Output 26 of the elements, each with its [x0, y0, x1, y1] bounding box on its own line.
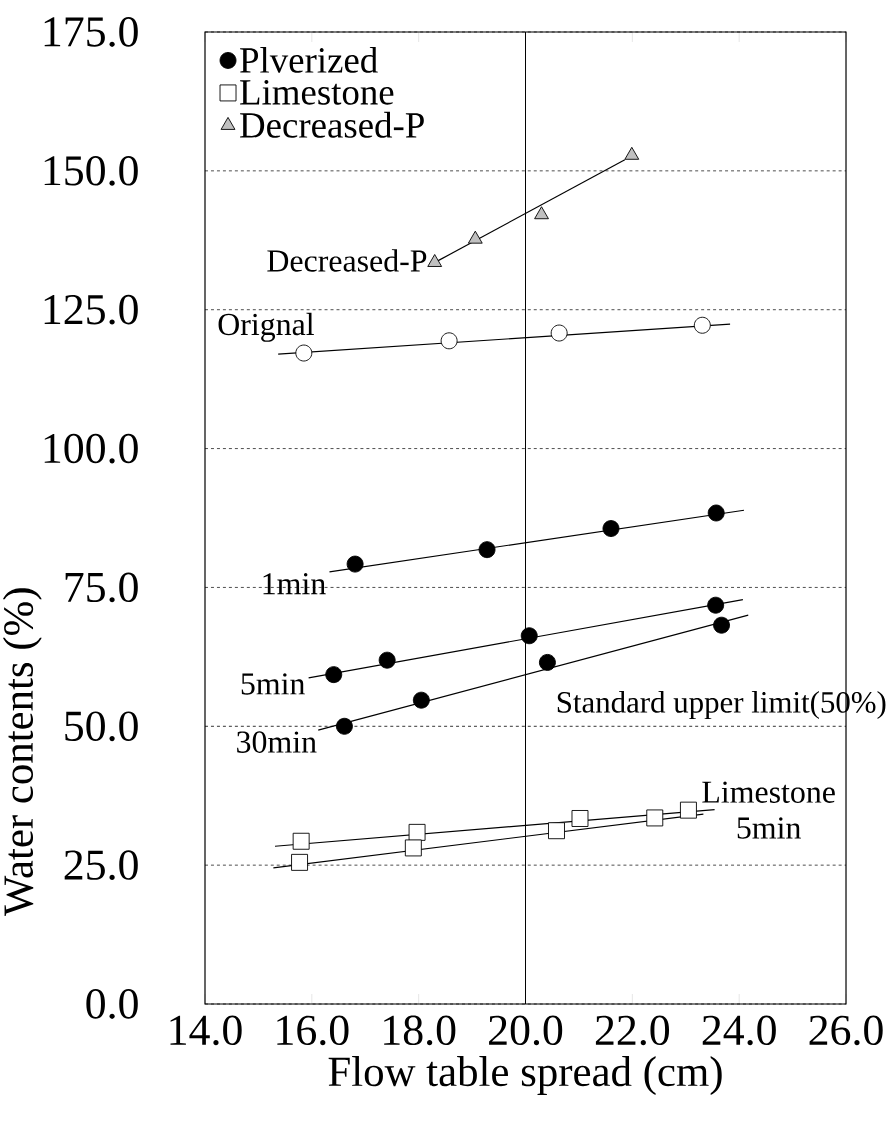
- x-tick-label: 14.0: [170, 1015, 242, 1046]
- y-tick-label: 125.0: [44, 294, 138, 325]
- x-tick-label: 24.0: [702, 1015, 776, 1046]
- y-tick-label: 50.0: [65, 711, 138, 742]
- y-axis-title: Water contents (%): [2, 588, 42, 917]
- x-tick-label: 20.0: [489, 1015, 563, 1046]
- annotation: Limestone 5min: [702, 781, 835, 839]
- x-tick-label: 26.0: [809, 1015, 883, 1046]
- x-tick-label: 18.0: [384, 1015, 456, 1046]
- y-tick-label: 150.0: [44, 155, 138, 186]
- x-tick-label: 16.0: [277, 1015, 349, 1046]
- annotation: Decreased-P: [267, 249, 427, 272]
- x-tick-label: 22.0: [595, 1015, 670, 1046]
- annotation: 1min: [263, 573, 326, 595]
- legend-label: Plverized: [240, 46, 378, 73]
- legend-label: Limestone: [240, 79, 394, 105]
- y-tick-label: 75.0: [65, 572, 138, 603]
- annotation: 30min: [237, 731, 317, 753]
- y-tick-label: 100.0: [44, 433, 138, 464]
- y-tick-label: 0.0: [86, 989, 138, 1019]
- x-axis-title: Flow table spread (cm): [328, 1056, 722, 1095]
- y-tick-label: 25.0: [64, 850, 138, 881]
- y-tick-label: 175.0: [44, 17, 138, 47]
- annotation: Orignal: [218, 312, 314, 342]
- annotation: 5min: [241, 673, 305, 695]
- legend-label: Decreased-P: [240, 111, 424, 138]
